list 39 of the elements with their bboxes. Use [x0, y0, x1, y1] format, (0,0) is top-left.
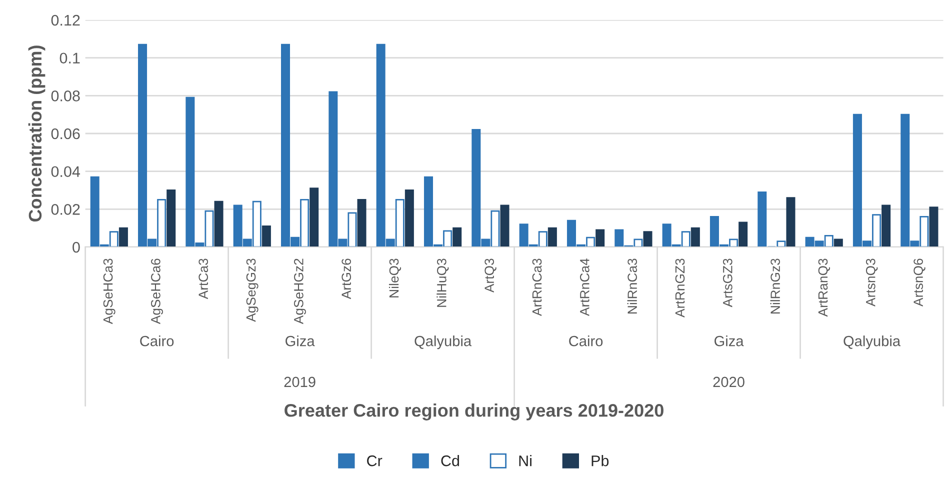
x-tick-label: ArtRnCa3: [532, 258, 542, 316]
text: Cairo: [569, 336, 603, 346]
y-tick-label: 0.02: [51, 204, 80, 215]
x-tick-label: NilRnGz3: [770, 258, 780, 314]
y-tick-label: 0.08: [51, 90, 80, 102]
x-tick-label: ArtRnGZ3: [675, 258, 685, 318]
x-tick-label: ArtRanQ3: [818, 258, 830, 317]
text: Giza: [714, 336, 744, 346]
x-tick-label: ArtsGZ3: [722, 258, 732, 308]
x-tick-label: AgSeHGz2: [294, 258, 306, 324]
x-tick-label: AgSegGz3: [246, 258, 258, 322]
legend-label: Pb: [592, 455, 609, 466]
text: Qalyubia: [844, 336, 901, 350]
legend-label: Cd: [441, 455, 460, 466]
x-tick-label: NilRnCa3: [627, 258, 637, 314]
y-tick-label: 0: [72, 242, 80, 253]
text: 2019: [284, 376, 316, 388]
x-tick-label: NilHuQ3: [436, 258, 449, 307]
x-axis-title: Greater Cairo region during years 2019-2020: [284, 404, 664, 420]
text: Cairo: [140, 336, 174, 346]
x-tick-label: NileQ3: [388, 258, 402, 298]
y-tick-label: 0.1: [60, 52, 80, 64]
x-tick-label: ArtsnQ3: [866, 258, 878, 306]
x-tick-label: AgSeHCa3: [103, 258, 116, 324]
y-tick-label: 0.06: [51, 128, 80, 140]
x-tick-label: ArtCa3: [198, 258, 208, 300]
y-axis-title: Concentration (ppm): [28, 46, 46, 222]
x-tick-label: ArtRnCa4: [580, 258, 590, 316]
x-tick-label: ArtQ3: [484, 258, 496, 293]
x-tick-label: ArtGz6: [342, 258, 352, 300]
text: Giza: [286, 336, 315, 346]
y-tick-label: 0.04: [51, 166, 80, 178]
y-tick-label: 0.12: [51, 14, 80, 26]
text: Qalyubia: [414, 336, 472, 350]
legend-label: Ni: [519, 455, 532, 466]
x-tick-label: ArtsnQ6: [914, 258, 926, 306]
x-tick-label: AgSeHCa6: [151, 258, 163, 324]
legend-label: Cr: [367, 455, 382, 466]
text: 2020: [713, 376, 744, 388]
